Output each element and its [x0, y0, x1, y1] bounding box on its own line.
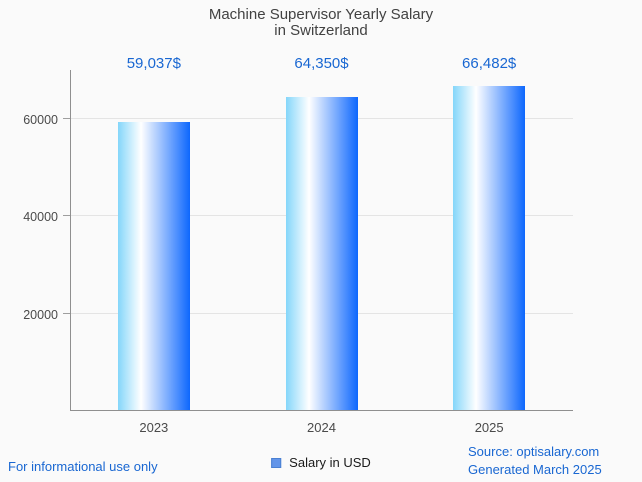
chart-title: Machine Supervisor Yearly Salary in Swit… — [0, 7, 642, 39]
legend-swatch-icon — [271, 457, 282, 468]
x-axis-label: 2024 — [307, 420, 336, 435]
bar-value-label: 66,482$ — [462, 55, 517, 72]
disclaimer-text: For informational use only — [8, 459, 158, 474]
bar-value-label: 64,350$ — [294, 55, 349, 72]
y-axis-label: 20000 — [23, 307, 58, 322]
legend-label: Salary in USD — [289, 455, 371, 470]
x-axis-line — [70, 410, 573, 411]
legend: Salary in USD — [271, 455, 371, 470]
plot-area: 20000 40000 60000 2023 59,037$ 2024 64,350$ 202… — [23, 55, 573, 435]
chart-title-line1: Machine Supervisor Yearly Salary — [208, 6, 434, 23]
bar-2023 — [117, 122, 190, 410]
x-axis-label: 2025 — [474, 420, 504, 435]
y-axis-label: 60000 — [23, 112, 58, 127]
bar-2025 — [453, 86, 526, 410]
x-axis-label: 2023 — [139, 420, 169, 435]
source-link[interactable]: Source: optisalary.com — [468, 444, 600, 459]
y-axis-line — [70, 70, 71, 411]
y-axis-label: 40000 — [23, 210, 58, 225]
y-axis-tick — [63, 215, 70, 217]
bar-value-label: 59,037$ — [126, 55, 181, 72]
bar-2024 — [285, 96, 358, 410]
source-block: Source: optisalary.com Generated March 2… — [468, 443, 602, 479]
chart-title-line2: in Switzerland — [274, 22, 368, 39]
y-axis-tick — [63, 312, 70, 314]
y-axis-tick — [63, 117, 70, 119]
generated-date: Generated March 2025 — [468, 462, 602, 477]
